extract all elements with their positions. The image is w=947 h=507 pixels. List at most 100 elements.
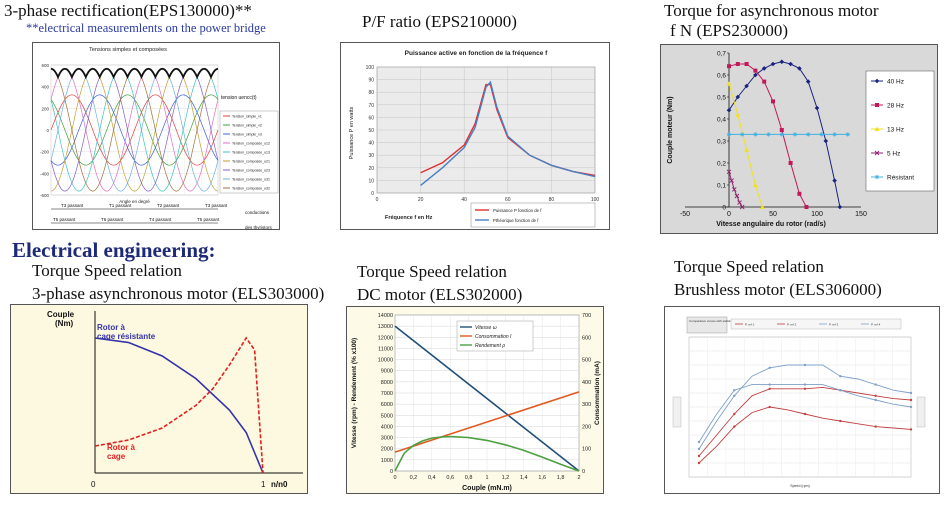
x-tick-label: 0,8	[465, 475, 473, 481]
data-point	[788, 161, 793, 165]
data-point	[768, 383, 771, 386]
data-point	[726, 81, 732, 86]
y-tick-label: 2000	[381, 447, 393, 453]
legend-label: Tension_composée_u32	[232, 187, 270, 191]
y-axis-label: Couple	[47, 310, 75, 319]
data-point	[753, 72, 758, 78]
data-point	[909, 398, 913, 402]
x-tick-label: 80	[549, 197, 555, 203]
legend-label: Résistant	[887, 175, 914, 182]
rect-title: 3-phase rectification(EPS130000)**	[4, 1, 252, 20]
data-point	[766, 132, 771, 137]
x-tick-label: -50	[680, 211, 690, 218]
y-tick-label: 0,5	[717, 95, 726, 102]
y-tick-label: -600	[40, 193, 50, 198]
data-point	[804, 205, 809, 209]
x-tick-label: 1	[261, 480, 266, 489]
y-axis-label: Couple moteur (Nm)	[667, 96, 674, 163]
x-tick-label: 50	[769, 211, 777, 218]
data-point	[874, 174, 880, 180]
data-point	[806, 132, 811, 137]
y-tick-label: 10000	[378, 358, 393, 364]
data-point	[768, 366, 771, 369]
pf-chart: Puissance active en fonction de la fréqu…	[349, 50, 599, 228]
conduction-label: des thyristors	[245, 225, 273, 230]
section-heading: Electrical engineering:	[12, 238, 216, 262]
x-tick-label: 1,6	[538, 475, 546, 481]
series-label: cage résistante	[97, 332, 156, 341]
y2-tick-label: 0	[582, 469, 585, 475]
ts1-chart-panel: Couple (Nm) 0 1 n/n0 Rotor à cage résistante Ro…	[10, 304, 308, 494]
legend-label: P. ref 3	[829, 323, 839, 327]
y-tick-label: 0,3	[717, 139, 726, 146]
data-point	[797, 66, 802, 71]
y-tick-label: 200	[41, 106, 49, 111]
y2-tick-label: 200	[582, 424, 591, 430]
y-tick-label: 80	[368, 90, 374, 96]
data-point	[726, 169, 732, 175]
series-line	[50, 68, 219, 192]
y-tick-label: 8000	[381, 380, 393, 386]
x-tick-label: 0,2	[410, 475, 418, 481]
data-point	[744, 83, 749, 89]
conduction-label: T3 passant	[61, 203, 84, 208]
data-point	[739, 204, 745, 210]
chart-title: Puissance active en fonction de la fréqu…	[405, 50, 549, 57]
plot-area	[685, 53, 861, 207]
x-axis-label: Vitesse angulaire du rotor (rad/s)	[716, 221, 826, 228]
data-point	[733, 412, 736, 416]
series-line	[394, 435, 580, 472]
data-point	[779, 128, 784, 132]
data-point	[761, 66, 767, 71]
y2-tick-label: 400	[582, 380, 591, 386]
legend-label: 13 Hz	[887, 127, 904, 134]
data-point	[737, 200, 742, 205]
ts3-chart: Comparative curves with stabilized windi…	[672, 316, 926, 488]
data-point	[733, 425, 736, 428]
series-label: Rotor à	[97, 323, 126, 332]
conduction-label: T1 passant	[109, 203, 132, 208]
y-tick-label: 20	[368, 166, 374, 172]
ts1-title-line2: 3-phase asynchronous motor (ELS303000)	[32, 284, 325, 303]
pf-title: P/F ratio (EPS210000)	[362, 12, 517, 31]
ts3-title-line1: Torque Speed relation	[674, 257, 824, 276]
data-point	[823, 138, 829, 144]
data-point	[740, 132, 745, 137]
data-point	[832, 178, 837, 183]
ts2-chart: 0100020003000400050006000700080009000100…	[351, 313, 601, 492]
series-line	[728, 63, 807, 208]
data-point	[733, 394, 736, 397]
data-point	[779, 132, 784, 137]
legend-label: Tension_simple_v2	[232, 124, 262, 128]
data-point	[803, 363, 807, 367]
x-tick-label: 0	[393, 475, 396, 481]
series-line-resistante	[94, 337, 264, 474]
data-point	[771, 99, 775, 104]
y-tick-label: 14000	[378, 313, 393, 319]
x-tick-label: 40	[461, 197, 467, 203]
x-axis-label: Fréquence f en Hz	[385, 215, 433, 221]
ts2-chart-panel: 0 1000 2000 3000 4000 5000 6000 7000 8000 9000 100…	[346, 306, 604, 494]
y-axis-box	[672, 396, 682, 428]
rect-chart: Tensions simples et composées 600 400 200 0 -…	[40, 47, 279, 230]
y2-tick-label: 500	[582, 358, 591, 364]
x-tick-label: 1,8	[557, 475, 565, 481]
y2-tick-label: 100	[582, 447, 591, 453]
y-tick-label: 60	[368, 115, 374, 121]
legend-label: P. ref 2	[787, 323, 797, 327]
async-title-line1: Torque for asynchronous motor	[664, 1, 879, 20]
async-chart: 0 0,1 0,2 0,3 0,4 0,5 0,6 0,7 -50 0 50 100 150 Couple…	[667, 51, 935, 228]
data-point	[803, 383, 807, 386]
header-box	[686, 316, 728, 334]
legend-label: Tension_composée_u31	[232, 178, 270, 182]
conduction-label: T5 passant	[53, 217, 76, 222]
legend-label: Rendement ρ	[475, 343, 505, 349]
data-point	[874, 425, 877, 428]
legend-title: tension uencc(t)	[221, 95, 257, 101]
data-point	[803, 387, 807, 390]
data-point	[874, 394, 877, 397]
y-axis-label: Puissance P en watts	[349, 107, 355, 160]
data-point	[734, 193, 740, 199]
x-tick-label: 1,2	[502, 475, 510, 481]
y-tick-label: 0,6	[717, 73, 726, 80]
